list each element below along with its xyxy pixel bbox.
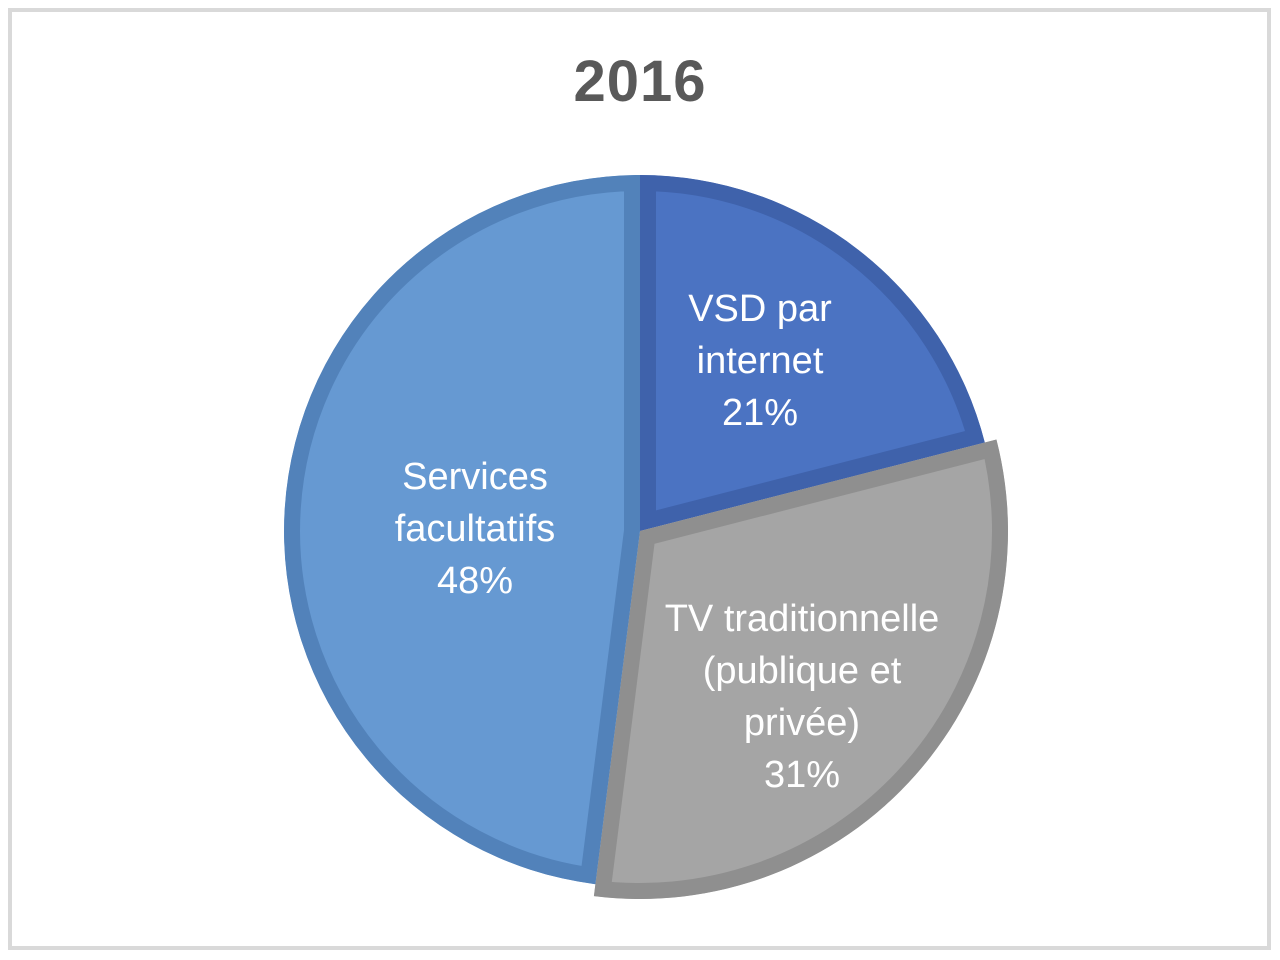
chart-title: 2016	[573, 49, 707, 114]
pie-slice-services-facultatifs	[284, 175, 640, 885]
pie-slice-tv-traditionnelle-publique-et-privee	[593, 439, 1009, 900]
pie-slice-vsd-par-internet	[640, 175, 985, 531]
pie-slices-group	[284, 175, 1009, 900]
